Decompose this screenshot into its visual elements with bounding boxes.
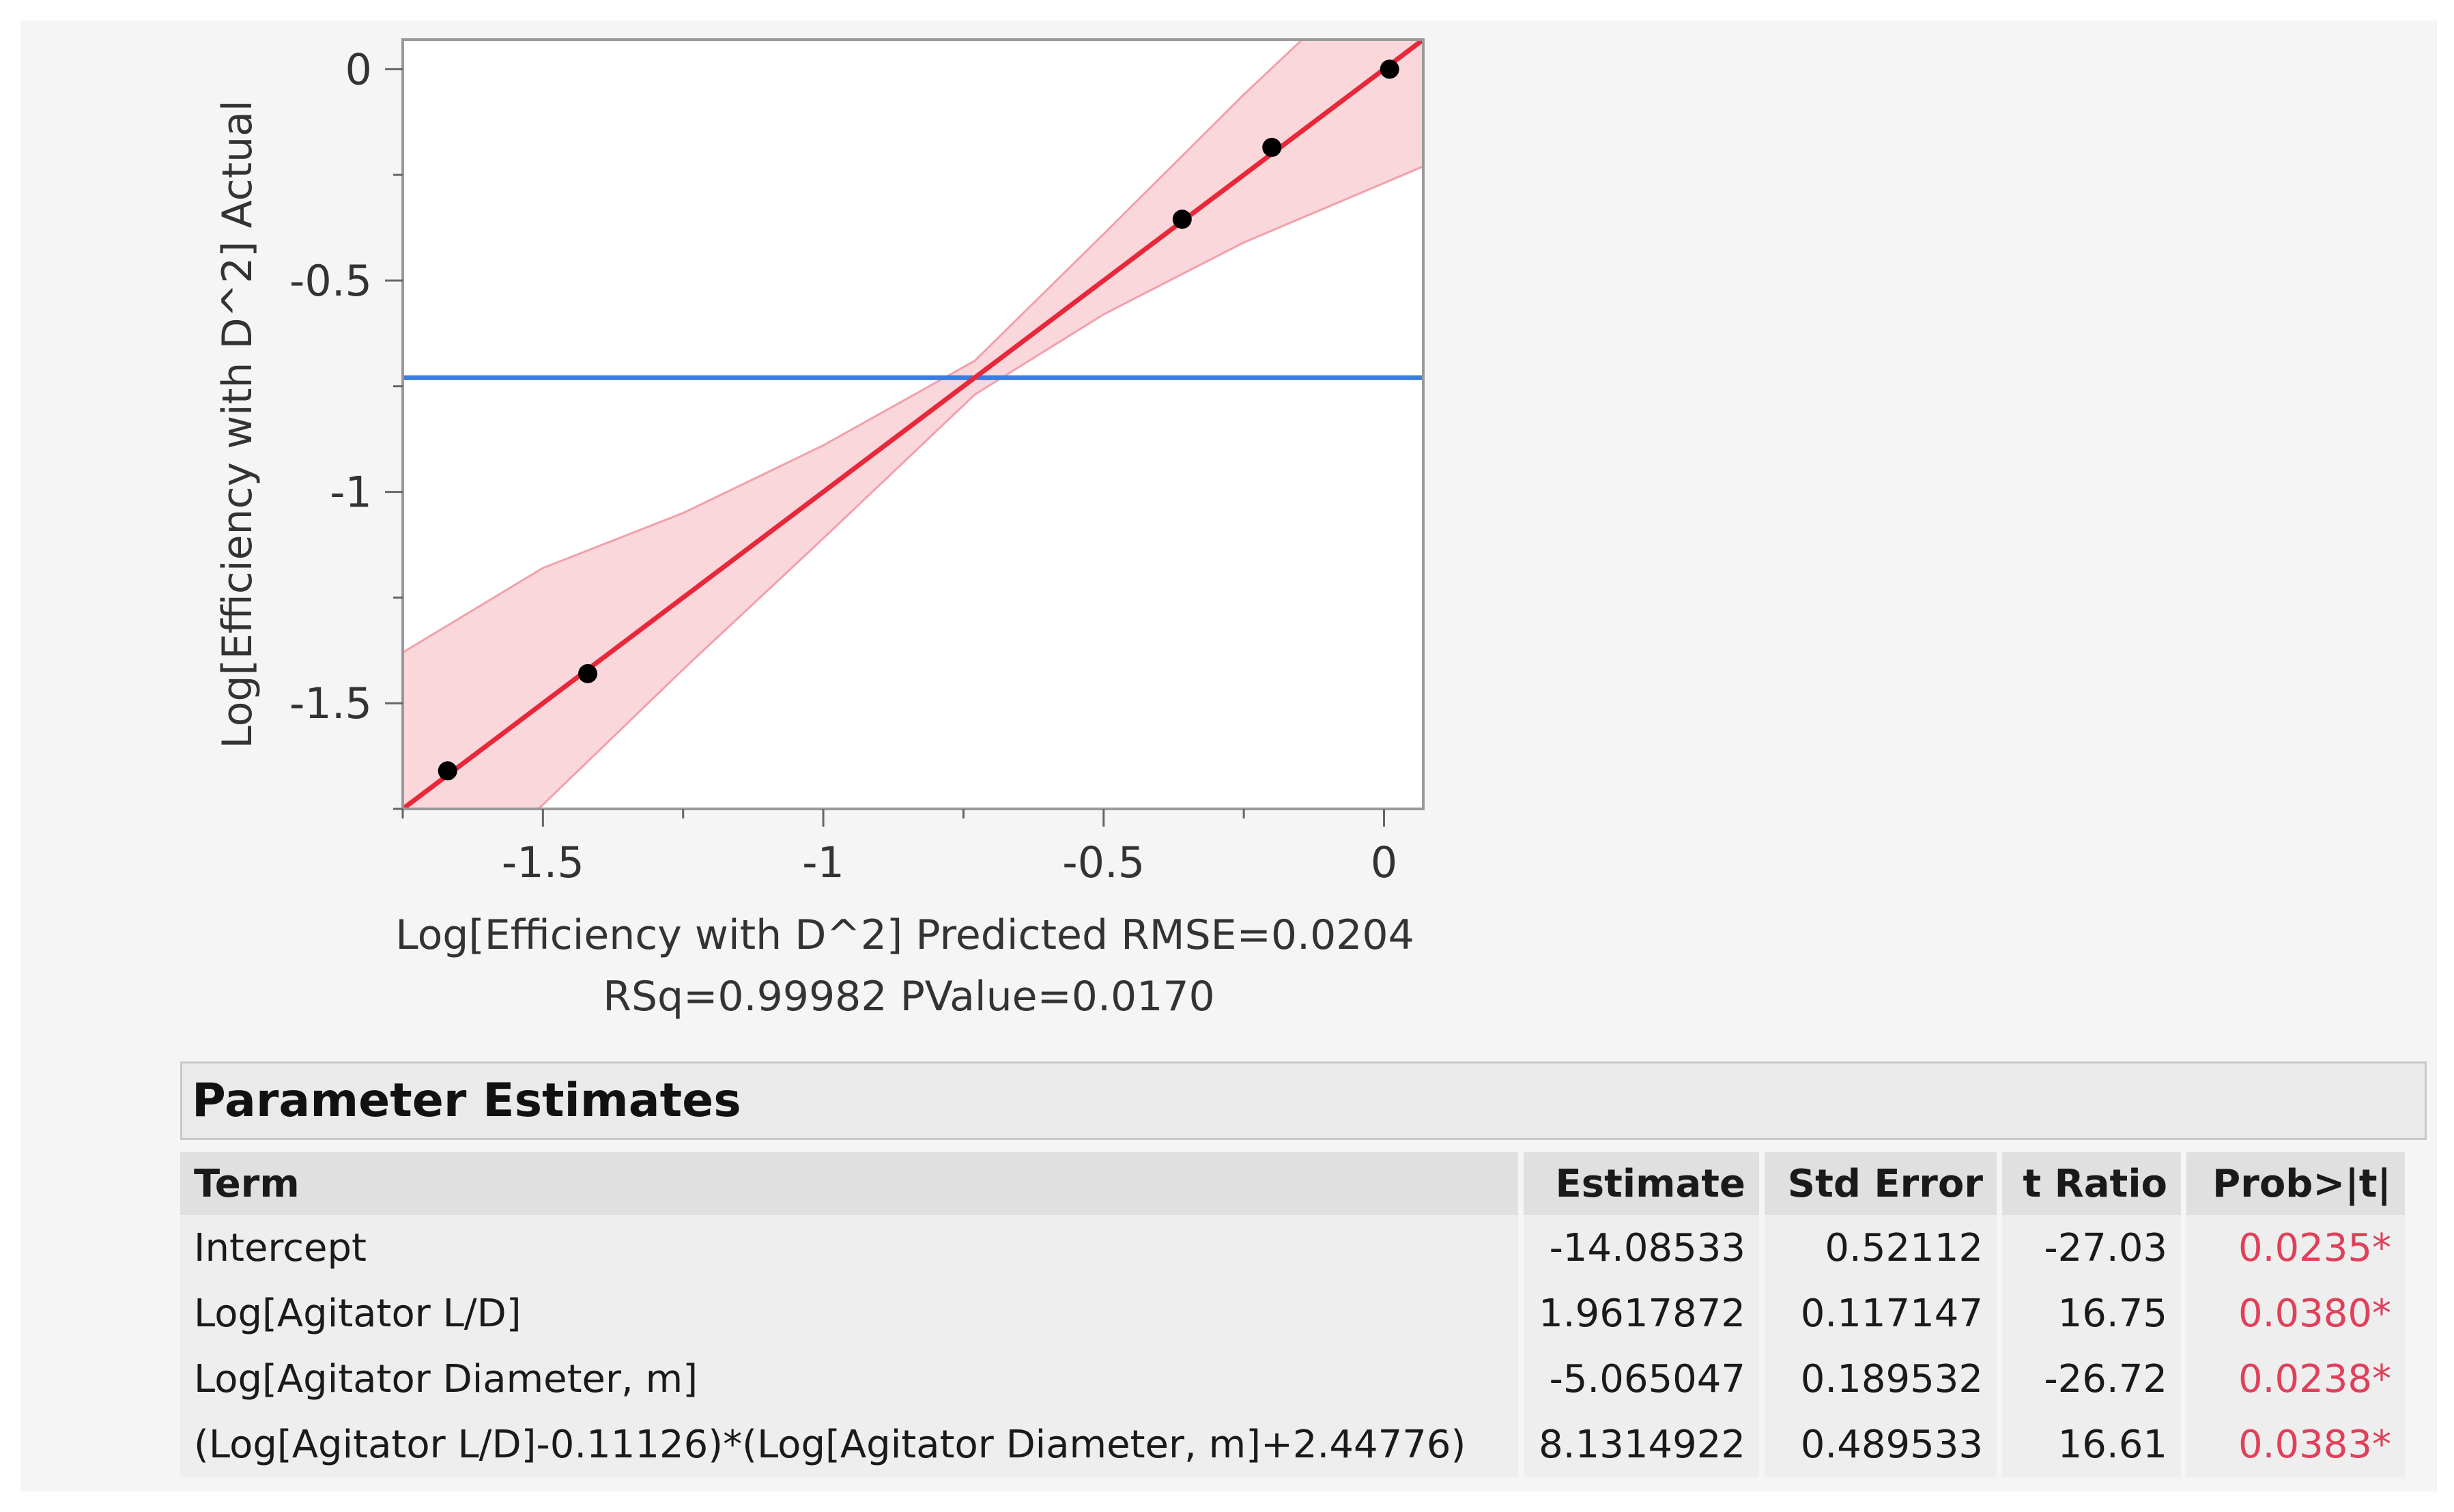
data-point-5 [1380, 59, 1399, 79]
column-header-prob[interactable]: Prob>|t| [2186, 1152, 2410, 1215]
table-row: Intercept -14.08533 0.52112 -27.03 0.023… [180, 1215, 2410, 1281]
column-header-estimate[interactable]: Estimate [1524, 1152, 1765, 1215]
t-ratio-cell: 16.61 [2002, 1412, 2186, 1477]
fit-plot: -1.5 -1 -0.5 0 0 -0.5 -1 -1.5 Log[Efficiency wi… [214, 38, 1425, 1021]
x-tick-label: 0 [1371, 838, 1397, 887]
estimate-cell: 1.9617872 [1524, 1281, 1765, 1346]
plot-frame [401, 38, 1425, 810]
term-cell: Log[Agitator L/D] [180, 1281, 1524, 1346]
parameter-estimates-table: Term Estimate Std Error t Ratio Prob>|t|… [180, 1152, 2410, 1477]
fit-line [403, 40, 1423, 809]
y-tick-label: -1 [330, 468, 372, 517]
table-header-row: Term Estimate Std Error t Ratio Prob>|t| [180, 1152, 2410, 1215]
x-tick-label: -0.5 [1062, 838, 1145, 887]
x-axis-label: Log[Efficiency with D^2] Predicted RMSE=… [395, 911, 1414, 959]
axis-ticks: -1.5 -1 -0.5 0 0 -0.5 -1 -1.5 [289, 44, 1397, 887]
std-error-cell: 0.489533 [1765, 1412, 2002, 1477]
table-row: (Log[Agitator L/D]-0.11126)*(Log[Agitato… [180, 1412, 2410, 1477]
data-points [438, 59, 1399, 781]
table-row: Log[Agitator Diameter, m] -5.065047 0.18… [180, 1346, 2410, 1412]
data-point-3 [1172, 210, 1192, 229]
prob-cell: 0.0383* [2186, 1412, 2410, 1477]
confidence-band-upper [403, 40, 1304, 654]
y-tick-label: -0.5 [289, 256, 372, 306]
column-header-t-ratio[interactable]: t Ratio [2002, 1152, 2186, 1215]
term-cell: (Log[Agitator L/D]-0.11126)*(Log[Agitato… [180, 1412, 1524, 1477]
y-tick-label: -1.5 [289, 679, 372, 728]
x-tick-label: -1 [802, 838, 844, 887]
prob-cell: 0.0235* [2186, 1215, 2410, 1281]
estimate-cell: -14.08533 [1524, 1215, 1765, 1281]
data-point-4 [1262, 137, 1282, 157]
data-point-1 [438, 761, 457, 781]
confidence-band-lower [537, 165, 1423, 809]
table-row: Log[Agitator L/D] 1.9617872 0.117147 16.… [180, 1281, 2410, 1346]
prob-cell: 0.0238* [2186, 1346, 2410, 1412]
estimate-cell: 8.1314922 [1524, 1412, 1765, 1477]
term-cell: Intercept [180, 1215, 1524, 1281]
term-cell: Log[Agitator Diameter, m] [180, 1346, 1524, 1412]
x-tick-label: -1.5 [502, 838, 584, 887]
t-ratio-cell: 16.75 [2002, 1281, 2186, 1346]
std-error-cell: 0.117147 [1765, 1281, 2002, 1346]
column-header-term[interactable]: Term [180, 1152, 1524, 1215]
prob-cell: 0.0380* [2186, 1281, 2410, 1346]
std-error-cell: 0.52112 [1765, 1215, 2002, 1281]
parameter-estimates-title: Parameter Estimates [192, 1074, 741, 1128]
y-tick-label: 0 [345, 44, 372, 94]
t-ratio-cell: -26.72 [2002, 1346, 2186, 1412]
x-axis-stats-label: RSq=0.99982 PValue=0.0170 [603, 973, 1214, 1021]
column-header-std-error[interactable]: Std Error [1765, 1152, 2002, 1215]
std-error-cell: 0.189532 [1765, 1346, 2002, 1412]
y-axis-label: Log[Efficiency with D^2] Actual [214, 100, 261, 748]
estimate-cell: -5.065047 [1524, 1346, 1765, 1412]
data-point-2 [578, 664, 598, 683]
t-ratio-cell: -27.03 [2002, 1215, 2186, 1281]
parameter-estimates-header[interactable]: Parameter Estimates [180, 1061, 2427, 1140]
